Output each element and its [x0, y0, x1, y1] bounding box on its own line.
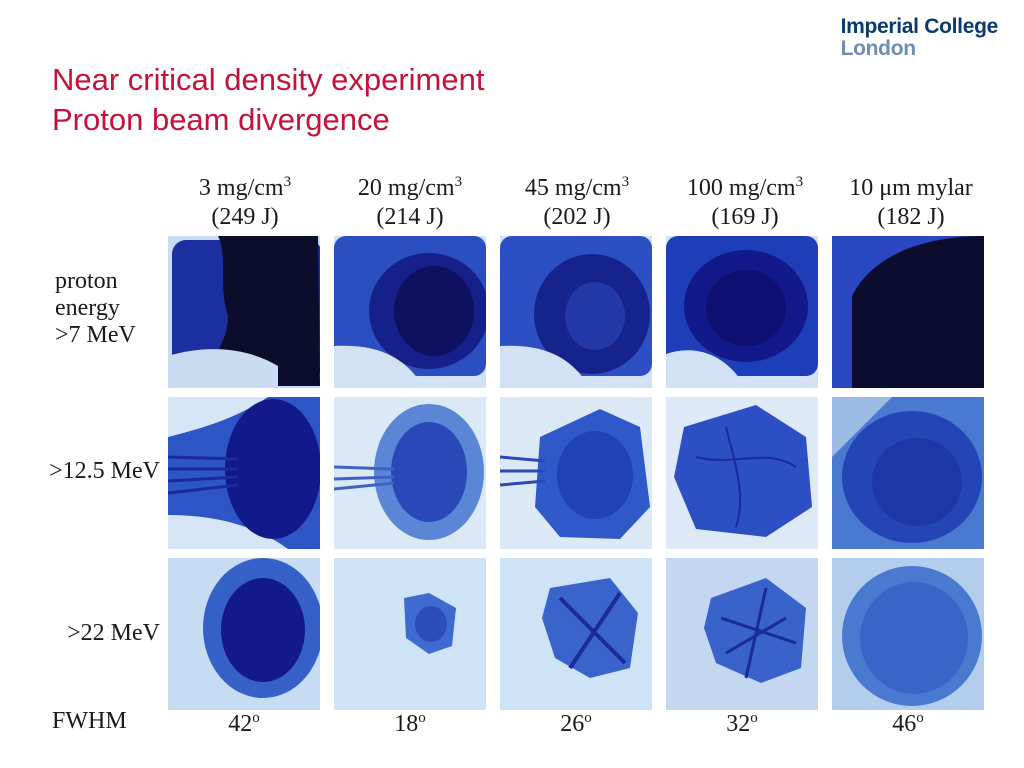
row-label-line: proton — [55, 268, 118, 294]
film-100mg-22mev — [666, 558, 818, 710]
column-density: 10 μm mylar — [849, 175, 973, 201]
film-mylar-22mev — [832, 558, 984, 710]
column-energy: (182 J) — [877, 204, 945, 230]
column-exponent: 3 — [621, 174, 630, 190]
column-density: 45 mg/cm — [524, 175, 622, 201]
column-density: 20 mg/cm — [357, 175, 455, 201]
title-line-2: Proton beam divergence — [52, 102, 390, 137]
column-density: 3 mg/cm — [198, 175, 284, 201]
fwhm-value-2: 18o — [394, 710, 426, 737]
logo-line-2: London — [840, 37, 916, 60]
column-header-5: 10 μm mylar (182 J) — [828, 168, 994, 232]
film-mylar-7mev — [832, 236, 984, 388]
film-100mg-12-5mev — [666, 397, 818, 549]
fwhm-value-4: 32o — [726, 710, 758, 737]
column-energy: (169 J) — [711, 204, 779, 230]
column-exponent: 3 — [283, 174, 292, 190]
logo-line-1: Imperial College — [840, 15, 999, 38]
column-header-2: 20 mg/cm3 (214 J) — [330, 168, 490, 232]
row-label-7mev: proton energy >7 MeV — [55, 268, 195, 349]
film-20mg-12-5mev — [334, 397, 486, 549]
column-header-3: 45 mg/cm3 (202 J) — [497, 168, 657, 232]
column-energy: (214 J) — [376, 204, 444, 230]
film-20mg-22mev — [334, 558, 486, 710]
fwhm-value-1: 42o — [228, 710, 260, 737]
imperial-college-logo: Imperial College London — [840, 15, 999, 60]
column-exponent: 3 — [454, 174, 463, 190]
film-20mg-7mev — [334, 236, 486, 388]
row-label-22mev: >22 MeV — [67, 620, 160, 646]
column-exponent: 3 — [795, 174, 804, 190]
fwhm-value-5: 46o — [892, 710, 924, 737]
film-45mg-7mev — [500, 236, 652, 388]
film-3mg-12-5mev — [168, 397, 320, 549]
film-45mg-12-5mev — [500, 397, 652, 549]
title-line-1: Near critical density experiment — [52, 62, 485, 97]
film-45mg-22mev — [500, 558, 652, 710]
column-energy: (202 J) — [543, 204, 611, 230]
column-header-4: 100 mg/cm3 (169 J) — [662, 168, 828, 232]
row-label-12-5mev: >12.5 MeV — [49, 458, 160, 484]
row-label-line: energy — [55, 295, 120, 321]
row-label-line: >7 MeV — [55, 322, 136, 348]
film-3mg-7mev — [168, 236, 320, 388]
column-energy: (249 J) — [211, 204, 279, 230]
slide-title: Near critical density experiment Proton … — [52, 60, 484, 140]
column-density: 100 mg/cm — [686, 175, 796, 201]
fwhm-label: FWHM — [52, 708, 127, 734]
film-3mg-22mev — [168, 558, 320, 710]
fwhm-value-3: 26o — [560, 710, 592, 737]
film-mylar-12-5mev — [832, 397, 984, 549]
film-100mg-7mev — [666, 236, 818, 388]
column-header-1: 3 mg/cm3 (249 J) — [165, 168, 325, 232]
